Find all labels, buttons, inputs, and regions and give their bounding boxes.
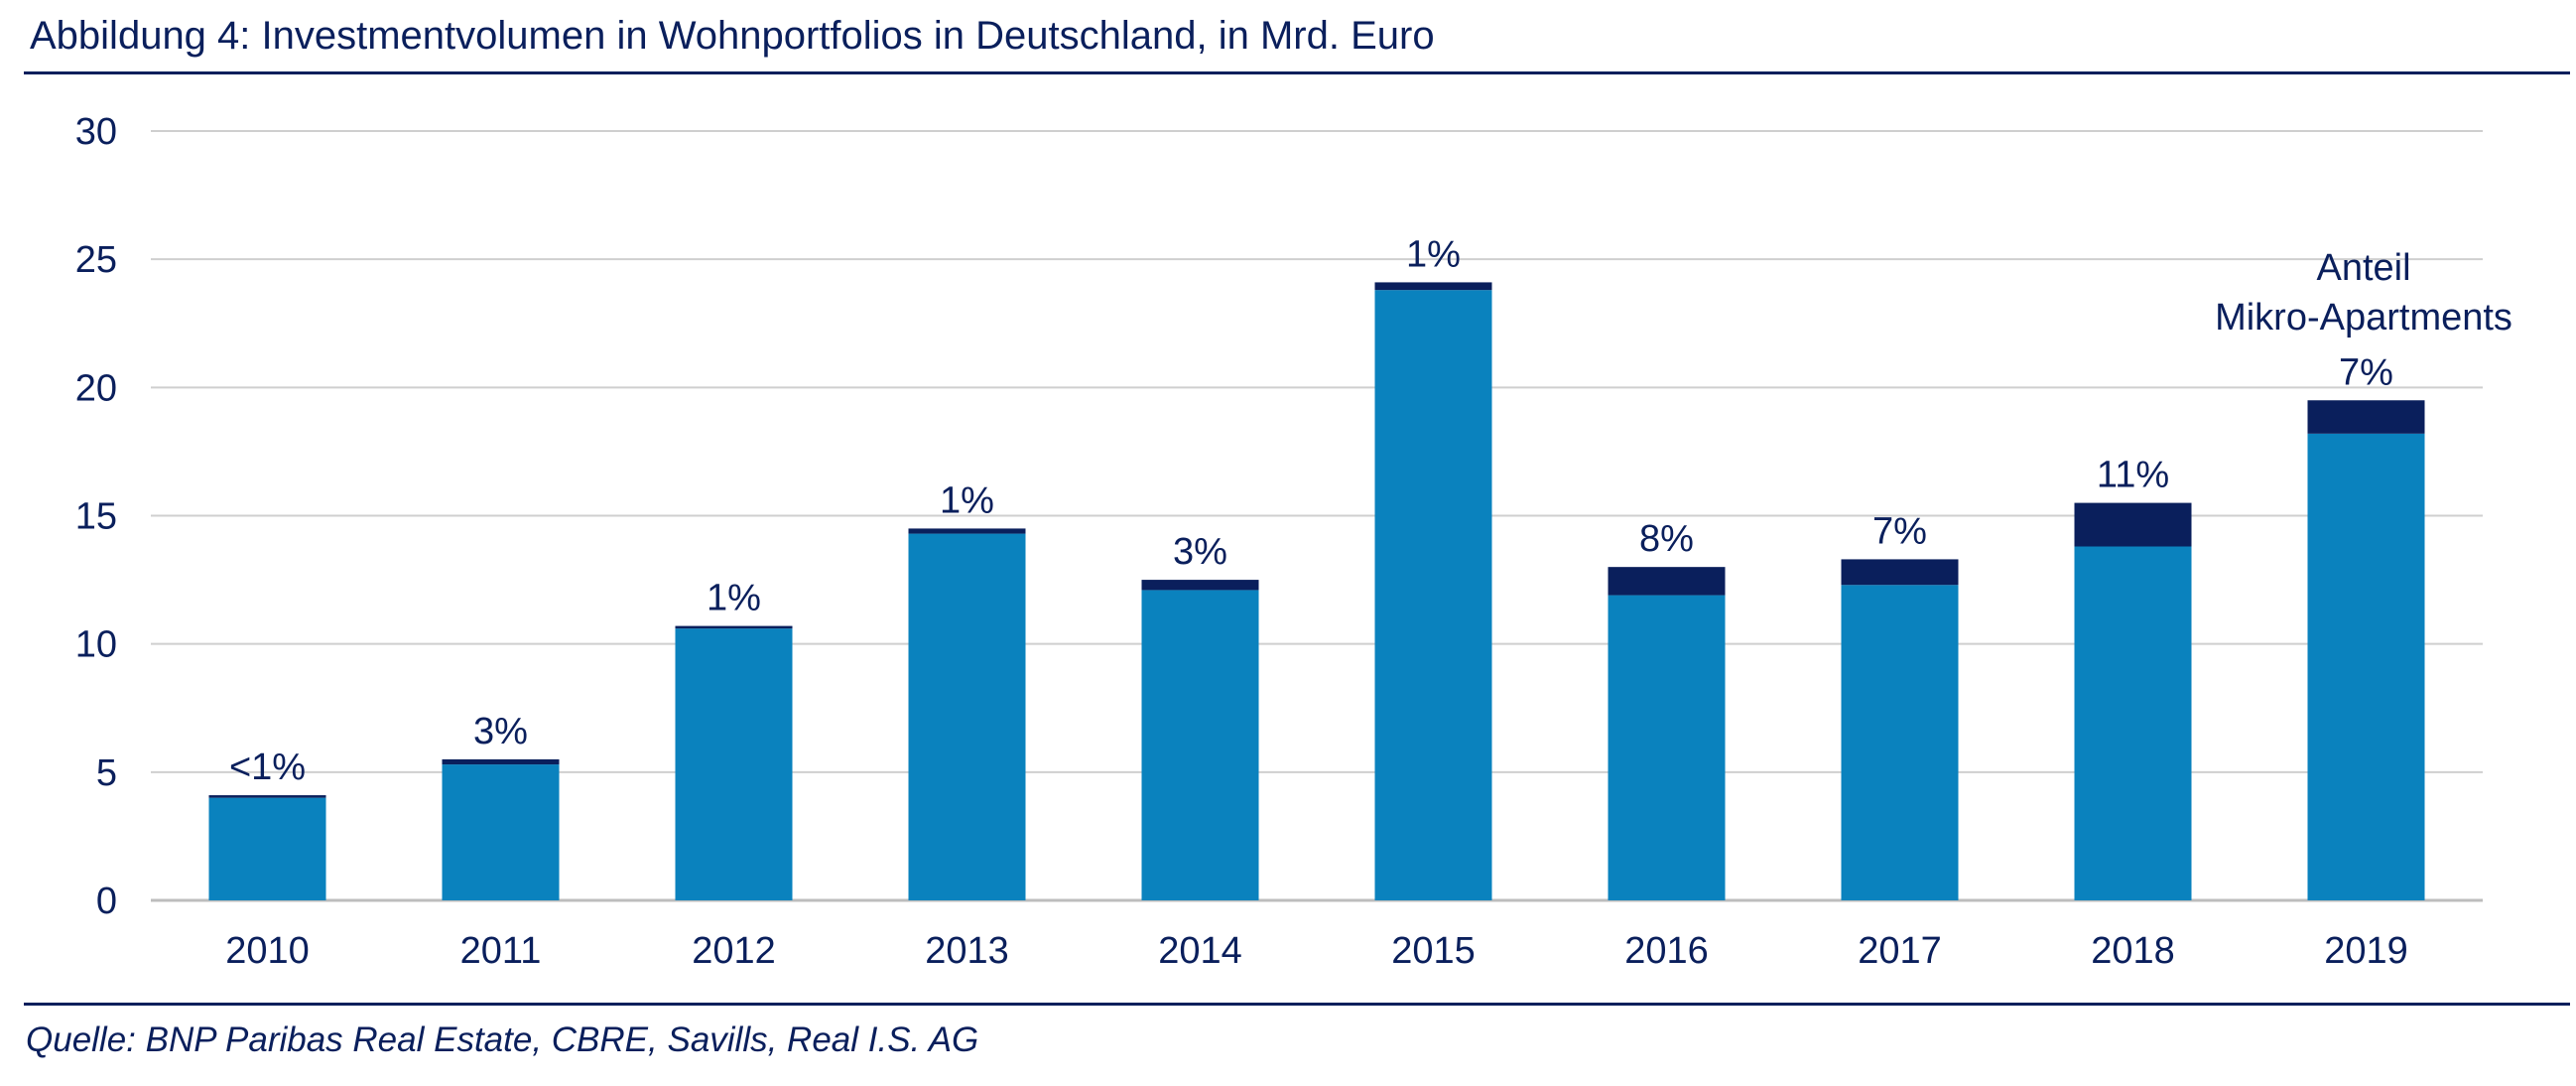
x-tick-label: 2010 — [225, 930, 310, 972]
y-axis-ticks: 0 5 10 15 20 25 30 — [75, 111, 117, 922]
x-tick-label: 2016 — [1624, 930, 1709, 972]
bar-segment-micro-apartments — [2074, 502, 2192, 547]
y-tick-label: 20 — [75, 367, 117, 409]
bar-segment-micro-apartments — [1141, 580, 1259, 591]
bar-segment-total — [908, 533, 1026, 900]
bar-segment-total — [2307, 433, 2425, 900]
bar-segment-micro-apartments — [1374, 282, 1492, 291]
x-tick-label: 2015 — [1391, 930, 1476, 972]
data-label: 1% — [940, 479, 994, 521]
x-axis-ticks: 2010 2011 2012 2013 2014 2015 2016 2017 2018 2019 — [225, 930, 2408, 972]
y-tick-label: 0 — [96, 881, 117, 922]
y-tick-label: 10 — [75, 624, 117, 666]
data-label: 8% — [1639, 518, 1694, 560]
x-tick-label: 2013 — [925, 930, 1009, 972]
source-note: Quelle: BNP Paribas Real Estate, CBRE, S… — [26, 1020, 979, 1059]
y-tick-label: 30 — [75, 111, 117, 153]
y-tick-label: 5 — [96, 752, 117, 794]
x-tick-label: 2014 — [1158, 930, 1242, 972]
bar-segment-micro-apartments — [1608, 567, 1726, 596]
x-tick-label: 2018 — [2091, 930, 2175, 972]
source-rule — [24, 1003, 2570, 1006]
bar-segment-micro-apartments — [208, 795, 326, 798]
bar-segment-micro-apartments — [1841, 559, 1959, 586]
data-label: 1% — [1406, 233, 1461, 275]
data-label: 7% — [1872, 510, 1927, 552]
bar-segment-total — [2074, 546, 2192, 900]
bar-segment-micro-apartments — [908, 528, 1026, 534]
bars — [208, 282, 2425, 901]
data-label: 7% — [2339, 351, 2393, 393]
bar-segment-micro-apartments — [442, 758, 560, 765]
bar-segment-total — [208, 797, 326, 900]
y-tick-label: 25 — [75, 239, 117, 281]
y-tick-label: 15 — [75, 496, 117, 538]
bar-segment-total — [1841, 585, 1959, 900]
data-label: 3% — [1173, 531, 1227, 573]
bar-segment-total — [675, 628, 793, 900]
bar-segment-total — [1608, 595, 1726, 900]
bar-segment-total — [442, 764, 560, 900]
annotation-line-1: Anteil — [2316, 247, 2410, 289]
bar-segment-total — [1141, 590, 1259, 900]
data-label: 1% — [707, 578, 761, 619]
x-tick-label: 2012 — [692, 930, 776, 972]
x-tick-label: 2017 — [1858, 930, 1942, 972]
bar-segment-micro-apartments — [2307, 400, 2425, 434]
data-label: 11% — [2097, 455, 2169, 496]
bar-segment-micro-apartments — [675, 625, 793, 629]
chart-title: Abbildung 4: Investmentvolumen in Wohnpo… — [30, 14, 1435, 58]
x-tick-label: 2011 — [460, 930, 542, 972]
title-rule — [24, 71, 2570, 74]
bar-labels: <1% 3% 1% 1% 3% 1% 8% 7% 11% 7% — [229, 233, 2393, 788]
data-label: 3% — [473, 711, 528, 752]
data-label: <1% — [229, 747, 306, 788]
x-tick-label: 2019 — [2324, 930, 2408, 972]
annotation-line-2: Mikro-Apartments — [2215, 297, 2512, 339]
bar-segment-total — [1374, 290, 1492, 901]
